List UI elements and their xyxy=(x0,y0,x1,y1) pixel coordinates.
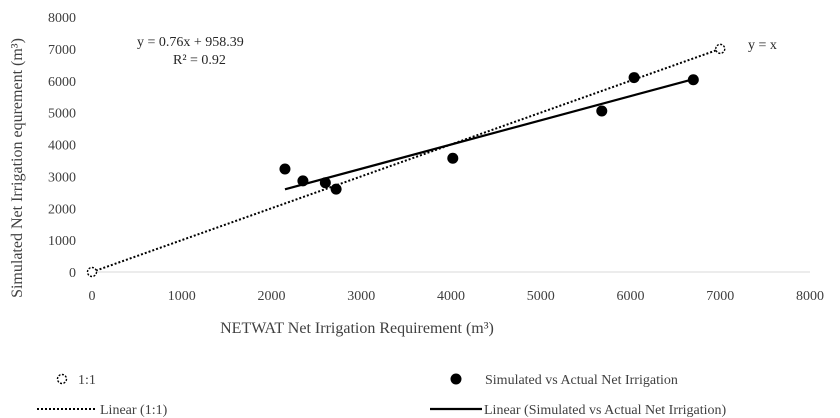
y-tick-label-0: 0 xyxy=(69,266,76,281)
legend-label-linear-1-1: Linear (1:1) xyxy=(100,403,168,418)
trendline-2 xyxy=(91,47,721,273)
legend-label-linear-simulated: Linear (Simulated vs Actual Net Irrigati… xyxy=(484,403,727,418)
x-tick-label-6: 6000 xyxy=(617,289,645,304)
point-s1-2 xyxy=(319,177,331,189)
legend-item-simulated: Simulated vs Actual Net Irrigation xyxy=(450,373,678,388)
point-s0-1 xyxy=(715,43,726,55)
y-tick-label-5: 5000 xyxy=(48,107,76,122)
trendline-3 xyxy=(284,78,694,191)
legend: 1:1 Simulated vs Actual Net Irrigation L… xyxy=(37,373,727,418)
legend-label-simulated: Simulated vs Actual Net Irrigation xyxy=(485,373,678,388)
point-s1-0 xyxy=(279,163,291,175)
x-tick-label-7: 7000 xyxy=(706,289,734,304)
point-s1-1 xyxy=(297,175,309,187)
x-tick-label-4: 4000 xyxy=(437,289,465,304)
x-axis-title: NETWAT Net Irrigation Requirement (m³) xyxy=(220,320,494,337)
point-s1-6 xyxy=(628,72,640,84)
x-tick-label-8: 8000 xyxy=(796,289,824,304)
trendline-equation: y = 0.76x + 958.39 xyxy=(137,35,244,50)
x-tick-label-2: 2000 xyxy=(258,289,286,304)
legend-item-linear-simulated: Linear (Simulated vs Actual Net Irrigati… xyxy=(430,403,727,418)
point-s0-0 xyxy=(86,266,98,278)
y-tick-label-1: 1000 xyxy=(48,234,76,249)
point-s1-7 xyxy=(687,74,699,86)
x-tick-label-5: 5000 xyxy=(527,289,555,304)
y-tick-label-6: 6000 xyxy=(48,75,76,90)
data-points xyxy=(86,43,726,278)
y-tick-label-4: 4000 xyxy=(48,139,76,154)
point-s1-5 xyxy=(596,105,608,117)
point-s1-3 xyxy=(330,183,342,195)
r-squared-label: R² = 0.92 xyxy=(173,53,226,68)
y-tick-label-7: 7000 xyxy=(48,43,76,58)
x-tick-labels: 0 1000 2000 3000 4000 5000 6000 7000 8000 xyxy=(89,289,825,304)
y-axis-title: Simulated Net Irrigation equrement (m³) xyxy=(9,38,26,298)
legend-item-linear-1-1: Linear (1:1) xyxy=(37,403,168,418)
legend-item-1-1: 1:1 xyxy=(56,373,96,388)
identity-line-label: y = x xyxy=(748,38,777,53)
point-s1-4 xyxy=(447,152,459,164)
y-tick-labels: 0 1000 2000 3000 4000 5000 6000 7000 8000 xyxy=(48,11,76,281)
y-tick-label-3: 3000 xyxy=(48,170,76,185)
y-tick-label-8: 8000 xyxy=(48,11,76,26)
legend-label-1-1: 1:1 xyxy=(78,373,96,388)
x-tick-label-0: 0 xyxy=(89,289,96,304)
x-tick-label-3: 3000 xyxy=(347,289,375,304)
x-tick-label-1: 1000 xyxy=(168,289,196,304)
y-tick-label-2: 2000 xyxy=(48,202,76,217)
legend-filled-circle-marker xyxy=(450,373,462,385)
legend-open-circle-marker xyxy=(56,373,68,385)
trendlines xyxy=(91,47,721,273)
